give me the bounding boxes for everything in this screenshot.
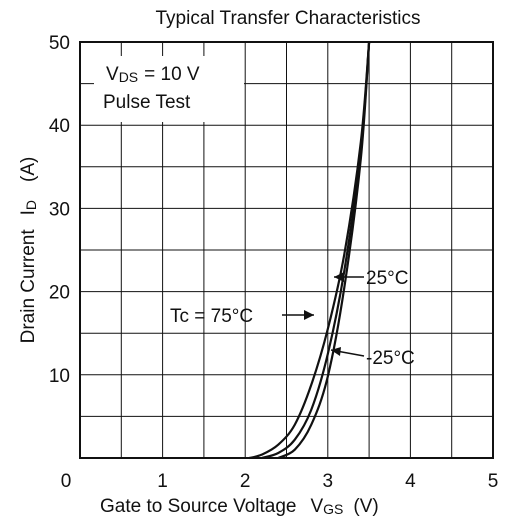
svg-text:25°C: 25°C	[366, 268, 408, 289]
vds-value: = 10 V	[144, 64, 200, 85]
y-axis-subscript: D	[23, 200, 39, 210]
y-tick-label: 30	[49, 199, 70, 220]
x-tick-label: 3	[323, 471, 334, 492]
annotation-25c: 25°C	[334, 268, 408, 289]
x-tick-label: 5	[488, 471, 499, 492]
y-axis-unit: (A)	[18, 157, 39, 182]
x-tick-label: 1	[157, 471, 168, 492]
x-tick-label: 4	[405, 471, 416, 492]
x-axis-symbol: V	[310, 496, 323, 517]
vds-condition: VDS = 10 V	[106, 64, 200, 85]
annotation-minus25c: -25°C	[330, 347, 415, 369]
chart-title: Typical Transfer Characteristics	[155, 8, 420, 29]
svg-text:Tc = 75°C: Tc = 75°C	[170, 306, 253, 327]
x-axis-label-main: Gate to Source Voltage	[100, 496, 296, 517]
x-tick-labels: 0 1 2 3 4 5	[61, 471, 499, 492]
plot-frame	[79, 41, 494, 459]
y-axis-label-main: Drain Current	[18, 229, 39, 344]
conditions-box	[94, 56, 244, 122]
vds-subscript: DS	[119, 69, 138, 85]
annotation-75c: Tc = 75°C	[170, 306, 314, 327]
vds-symbol: V	[106, 64, 119, 85]
svg-text:-25°C: -25°C	[366, 348, 415, 369]
x-tick-label: 0	[61, 471, 72, 492]
x-axis-label: Gate to Source Voltage VGS (V)	[100, 496, 379, 517]
y-tick-label: 40	[49, 116, 70, 137]
x-axis-subscript: GS	[323, 501, 343, 517]
y-tick-label: 10	[49, 366, 70, 387]
grid	[80, 42, 493, 458]
y-tick-label: 20	[49, 283, 70, 304]
x-axis-unit: (V)	[353, 496, 378, 517]
y-tick-label: 50	[49, 33, 70, 54]
x-tick-label: 2	[240, 471, 251, 492]
y-axis-symbol: I	[18, 210, 39, 215]
pulse-test-label: Pulse Test	[103, 92, 191, 113]
y-axis-label: Drain Current ID (A)	[18, 157, 39, 344]
y-tick-labels: 10 20 30 40 50	[49, 33, 70, 387]
